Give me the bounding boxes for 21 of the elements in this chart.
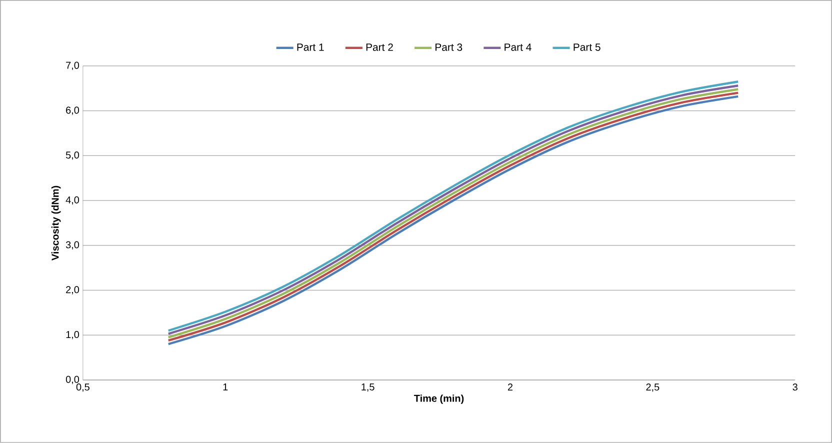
y-tick-label: 6,0 <box>66 106 80 115</box>
legend-label: Part 5 <box>574 44 600 51</box>
y-tick-label: 0,0 <box>66 376 80 384</box>
x-tick-label: 2 <box>508 384 513 390</box>
legend-label: Part 2 <box>366 44 393 51</box>
x-tick-label: 2,5 <box>646 384 660 392</box>
y-tick-label: 5,0 <box>66 152 80 160</box>
x-axis-title: Time (min) <box>414 394 464 404</box>
y-tick-label: 7,0 <box>66 62 80 70</box>
x-tick-label: 3 <box>792 384 798 391</box>
x-tick-label: 1,5 <box>362 384 374 392</box>
x-tick-label: 1 <box>223 384 228 390</box>
y-axis-title: Viscosity (dNm) <box>51 186 61 260</box>
y-tick-label: 1,0 <box>66 331 80 340</box>
legend-label: Part 3 <box>436 44 462 51</box>
y-tick-label: 3,0 <box>66 241 80 250</box>
legend-label: Part 1 <box>297 44 324 51</box>
x-tick-label: 0,5 <box>76 384 90 392</box>
legend-label: Part 4 <box>504 44 532 51</box>
y-tick-label: 4,0 <box>66 196 80 205</box>
y-tick-label: 2,0 <box>66 286 80 294</box>
